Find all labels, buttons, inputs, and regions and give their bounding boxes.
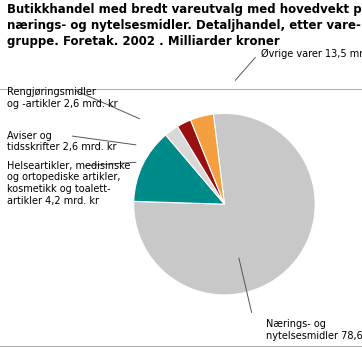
Wedge shape (166, 126, 224, 204)
Text: Aviser og
tidsskrifter 2,6 mrd. kr: Aviser og tidsskrifter 2,6 mrd. kr (7, 131, 117, 152)
Wedge shape (134, 113, 315, 295)
Wedge shape (191, 114, 224, 204)
Text: Nærings- og
nytelsesmidler 78,6 mrd. kr: Nærings- og nytelsesmidler 78,6 mrd. kr (266, 319, 362, 341)
Text: Butikkhandel med bredt vareutvalg med hovedvekt på
nærings- og nytelsesmidler. D: Butikkhandel med bredt vareutvalg med ho… (7, 2, 362, 48)
Text: Rengjøringsmidler
og -artikler 2,6 mrd. kr: Rengjøringsmidler og -artikler 2,6 mrd. … (7, 87, 118, 109)
Wedge shape (177, 120, 224, 204)
Text: Øvrige varer 13,5 mrd. kr: Øvrige varer 13,5 mrd. kr (261, 49, 362, 59)
Wedge shape (134, 135, 224, 204)
Text: Helseartikler, medisinske
og ortopediske artikler,
kosmetikk og toalett-
artikle: Helseartikler, medisinske og ortopediske… (7, 161, 131, 206)
